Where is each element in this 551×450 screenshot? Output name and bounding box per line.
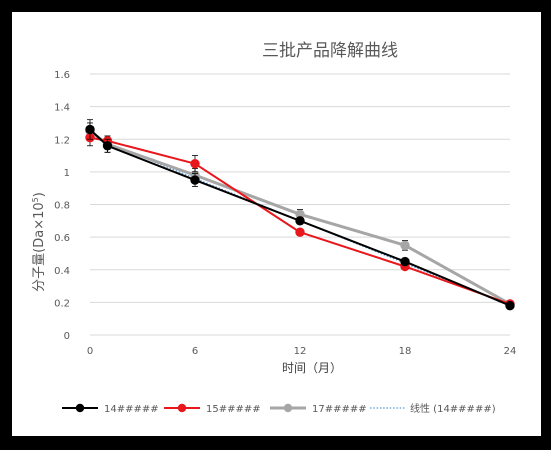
gridlines — [90, 73, 510, 336]
y-tick-label: 1 — [64, 168, 70, 179]
y-tick-label: 1.6 — [54, 70, 70, 81]
y-tick-label: 1.4 — [54, 103, 70, 114]
x-tick-label: 12 — [294, 346, 307, 357]
legend-item-trendline: 线性 (14#####) — [370, 402, 496, 415]
series-14##### — [85, 119, 515, 311]
legend-label: 14##### — [104, 404, 159, 415]
data-point — [190, 159, 200, 169]
legend-item-14#####: 14##### — [62, 403, 159, 415]
data-point — [295, 227, 305, 237]
chart-title: 三批产品降解曲线 — [262, 41, 398, 61]
y-tick-label: 0 — [64, 331, 70, 342]
legend-marker — [283, 403, 293, 413]
x-tick-label: 18 — [399, 346, 412, 357]
y-axis-label-close: ) — [32, 192, 47, 197]
legend-item-15#####: 15##### — [164, 403, 261, 415]
data-point — [102, 141, 113, 151]
legend-label: 线性 (14#####) — [410, 402, 496, 415]
y-axis-label: 分子量(Da×105) — [31, 192, 47, 292]
y-tick-label: 0.4 — [54, 266, 70, 277]
y-tick-label: 0.8 — [54, 201, 70, 212]
data-point — [400, 256, 410, 267]
data-point — [85, 124, 95, 135]
series-layer — [85, 119, 515, 311]
x-tick-label: 6 — [192, 346, 198, 357]
legend-label: 17##### — [312, 404, 367, 415]
y-tick-label: 0.2 — [54, 298, 70, 309]
legend-label: 15##### — [206, 404, 261, 415]
y-tick-labels: 0 0.2 0.4 0.6 0.8 1 1.2 1.4 1.6 — [54, 70, 70, 342]
data-point — [400, 240, 410, 250]
x-axis-label: 时间（月） — [282, 361, 342, 375]
y-tick-label: 0.6 — [54, 233, 70, 244]
data-point — [505, 300, 515, 311]
legend: 14##### 15##### 17##### 线性 (14#####) — [62, 402, 496, 415]
data-point — [190, 175, 200, 185]
data-point — [295, 216, 305, 226]
degradation-line-chart: 三批产品降解曲线 0 0.2 0.4 0.6 0.8 1 1.2 1.4 1.6 0 6 12 18 2… — [31, 41, 517, 415]
trendline — [89, 135, 511, 307]
chart-card: 三批产品降解曲线 0 0.2 0.4 0.6 0.8 1 1.2 1.4 1.6 0 6 12 18 2… — [12, 12, 541, 436]
x-tick-label: 0 — [87, 346, 93, 357]
y-axis-label-superscript: 5 — [31, 197, 40, 202]
x-tick-labels: 0 6 12 18 24 — [87, 346, 517, 357]
legend-marker — [75, 403, 85, 413]
legend-marker — [177, 403, 187, 413]
x-tick-label: 24 — [504, 346, 517, 357]
y-axis-label-text: 分子量(Da×10 — [32, 202, 47, 291]
legend-item-17#####: 17##### — [270, 403, 367, 415]
y-tick-label: 1.2 — [54, 135, 70, 146]
